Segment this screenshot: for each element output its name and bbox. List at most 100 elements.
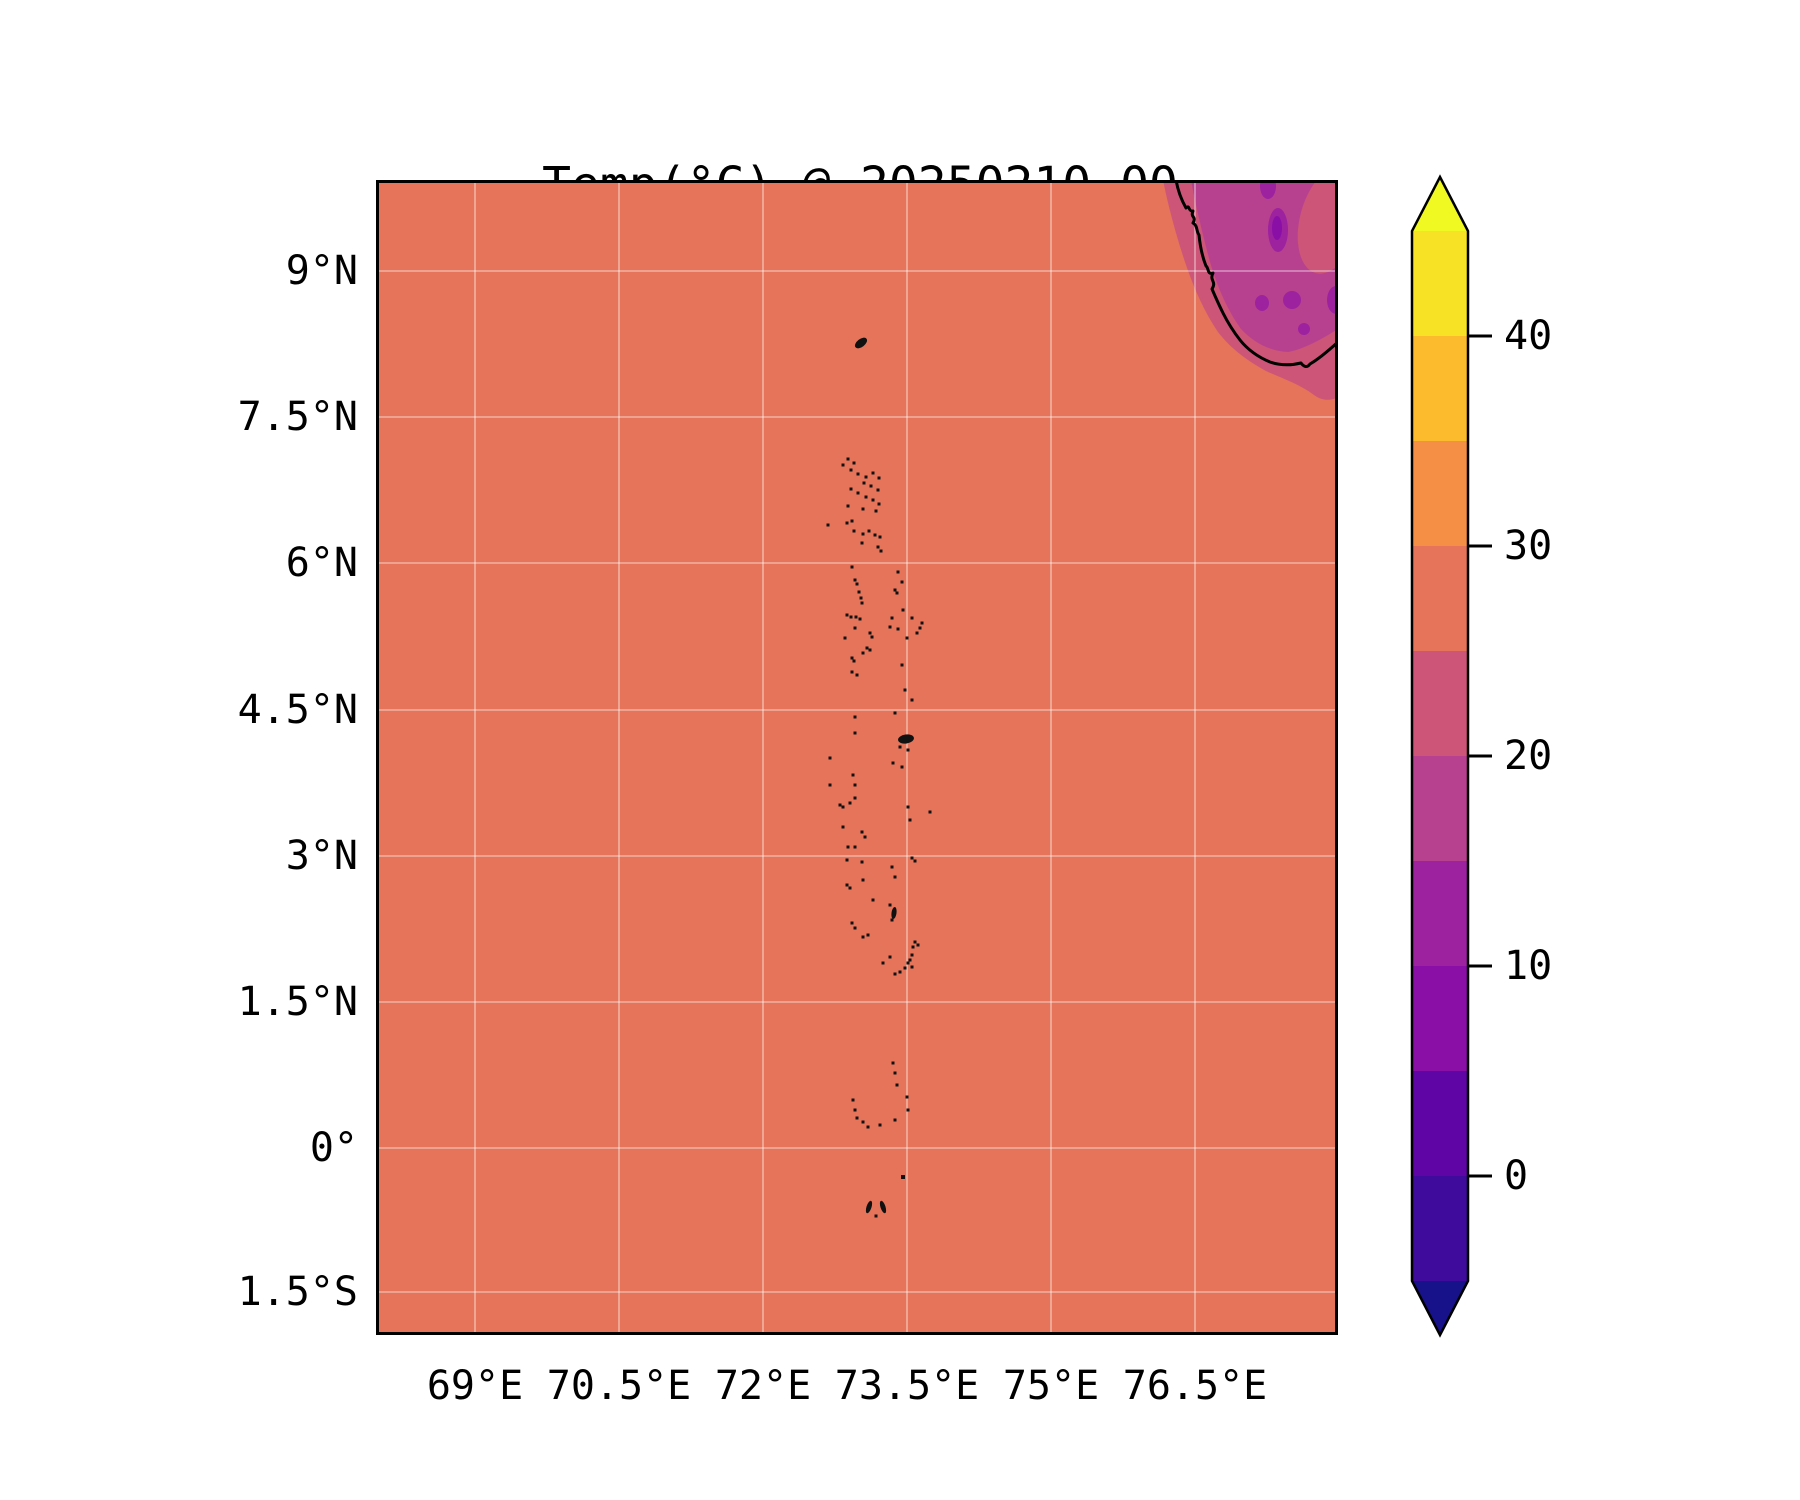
island-dot <box>845 858 849 862</box>
island-dot <box>849 468 853 472</box>
island-dot <box>903 688 907 692</box>
island-dot <box>864 495 868 499</box>
island-dot <box>863 835 867 839</box>
island-dot <box>908 958 912 962</box>
island-dot <box>874 509 878 513</box>
island-dot <box>893 875 897 879</box>
island-dot <box>873 533 877 537</box>
colorbar-tick-label-20: 20 <box>1504 733 1553 779</box>
island-dot <box>871 898 875 902</box>
island-dot <box>841 805 845 809</box>
island-dot <box>893 1071 897 1075</box>
island-dot <box>910 616 914 620</box>
island-dot <box>890 918 894 922</box>
island-dot <box>846 845 850 849</box>
island-dot <box>850 565 854 569</box>
island-dot <box>905 1095 909 1099</box>
island-dot <box>853 715 857 719</box>
island-dot <box>861 935 865 939</box>
island-dot <box>845 521 849 525</box>
island-dot <box>855 1116 859 1120</box>
island-dot <box>890 865 894 869</box>
island-dot <box>893 588 897 592</box>
island-dot <box>843 636 847 640</box>
y-tick-label-7.5°N: 7.5°N <box>237 394 358 440</box>
island-dot <box>853 1108 857 1112</box>
colorbar-tick-label-30: 30 <box>1504 523 1553 569</box>
island-dot <box>866 1125 870 1129</box>
island-dot <box>920 621 924 625</box>
island-dot <box>910 698 914 702</box>
island-dot <box>913 940 917 944</box>
island-dot <box>870 635 874 639</box>
island-dot <box>841 825 845 829</box>
island-dot <box>853 731 857 735</box>
island-dot <box>913 859 917 863</box>
island-dot <box>916 943 920 947</box>
colorbar-svg <box>1410 174 1492 1338</box>
map-frame <box>376 180 1338 1335</box>
island-dot <box>860 541 864 545</box>
cold-patch-10-15-c <box>1255 295 1269 311</box>
island-dot <box>900 765 904 769</box>
island-dot <box>865 646 869 650</box>
island-dot <box>862 481 866 485</box>
colorbar-segment <box>1412 966 1468 1072</box>
island-dot <box>846 457 850 461</box>
island-dot <box>901 1175 905 1179</box>
x-tick-label-72°E: 72°E <box>714 1363 812 1409</box>
colorbar-tick-label-10: 10 <box>1504 943 1553 989</box>
y-tick-label-3°N: 3°N <box>285 833 358 879</box>
island-dot <box>898 745 902 749</box>
x-tick-label-70.5°E: 70.5°E <box>546 1363 692 1409</box>
island-dot <box>878 1123 882 1127</box>
island-dot <box>868 648 872 652</box>
island-dot <box>901 608 905 612</box>
island-dot <box>852 461 856 465</box>
island-dot <box>903 966 907 970</box>
island-dot <box>910 856 914 860</box>
island-dot <box>849 615 853 619</box>
y-tick-label-1.5°S: 1.5°S <box>237 1269 358 1315</box>
island-dot <box>910 965 914 969</box>
island-dot <box>838 803 842 807</box>
island-dot <box>861 651 865 655</box>
colorbar-segment <box>1412 441 1468 547</box>
colorbar-segment <box>1412 336 1468 442</box>
island-dot <box>876 545 880 549</box>
colorbar-segment <box>1412 1176 1468 1282</box>
island-dot <box>846 504 850 508</box>
island-dot <box>853 578 857 582</box>
colorbar-segment <box>1412 1071 1468 1177</box>
map-plot-area <box>376 166 1363 1339</box>
island-dot <box>861 1120 865 1124</box>
island-dot <box>861 878 865 882</box>
island-dot <box>878 535 882 539</box>
island-dot <box>869 484 873 488</box>
colorbar-segment <box>1412 651 1468 757</box>
island-dot <box>896 627 900 631</box>
island-dot <box>853 626 857 630</box>
island-dot <box>849 487 853 491</box>
addu-arc-east <box>879 1200 887 1214</box>
colorbar-segment <box>1412 861 1468 967</box>
cold-patch-10-15-f <box>1298 323 1310 335</box>
island-dot <box>877 476 881 480</box>
island-dot <box>859 596 863 600</box>
island-dot <box>895 591 899 595</box>
island-dot <box>871 471 875 475</box>
island-dot <box>893 972 897 976</box>
addu-arc-west <box>865 1200 873 1214</box>
island-dot <box>871 498 875 502</box>
y-tick-label-1.5°N: 1.5°N <box>237 979 358 1025</box>
colorbar-segment <box>1412 546 1468 652</box>
island-dot <box>888 625 892 629</box>
island-dot <box>881 961 885 965</box>
x-tick-label-73.5°E: 73.5°E <box>834 1363 980 1409</box>
y-tick-label-4.5°N: 4.5°N <box>237 687 358 733</box>
island-dot <box>874 1214 878 1218</box>
colorbar-over-arrow <box>1412 177 1468 231</box>
x-tick-label-75°E: 75°E <box>1002 1363 1100 1409</box>
india-coastline <box>1174 178 1340 368</box>
